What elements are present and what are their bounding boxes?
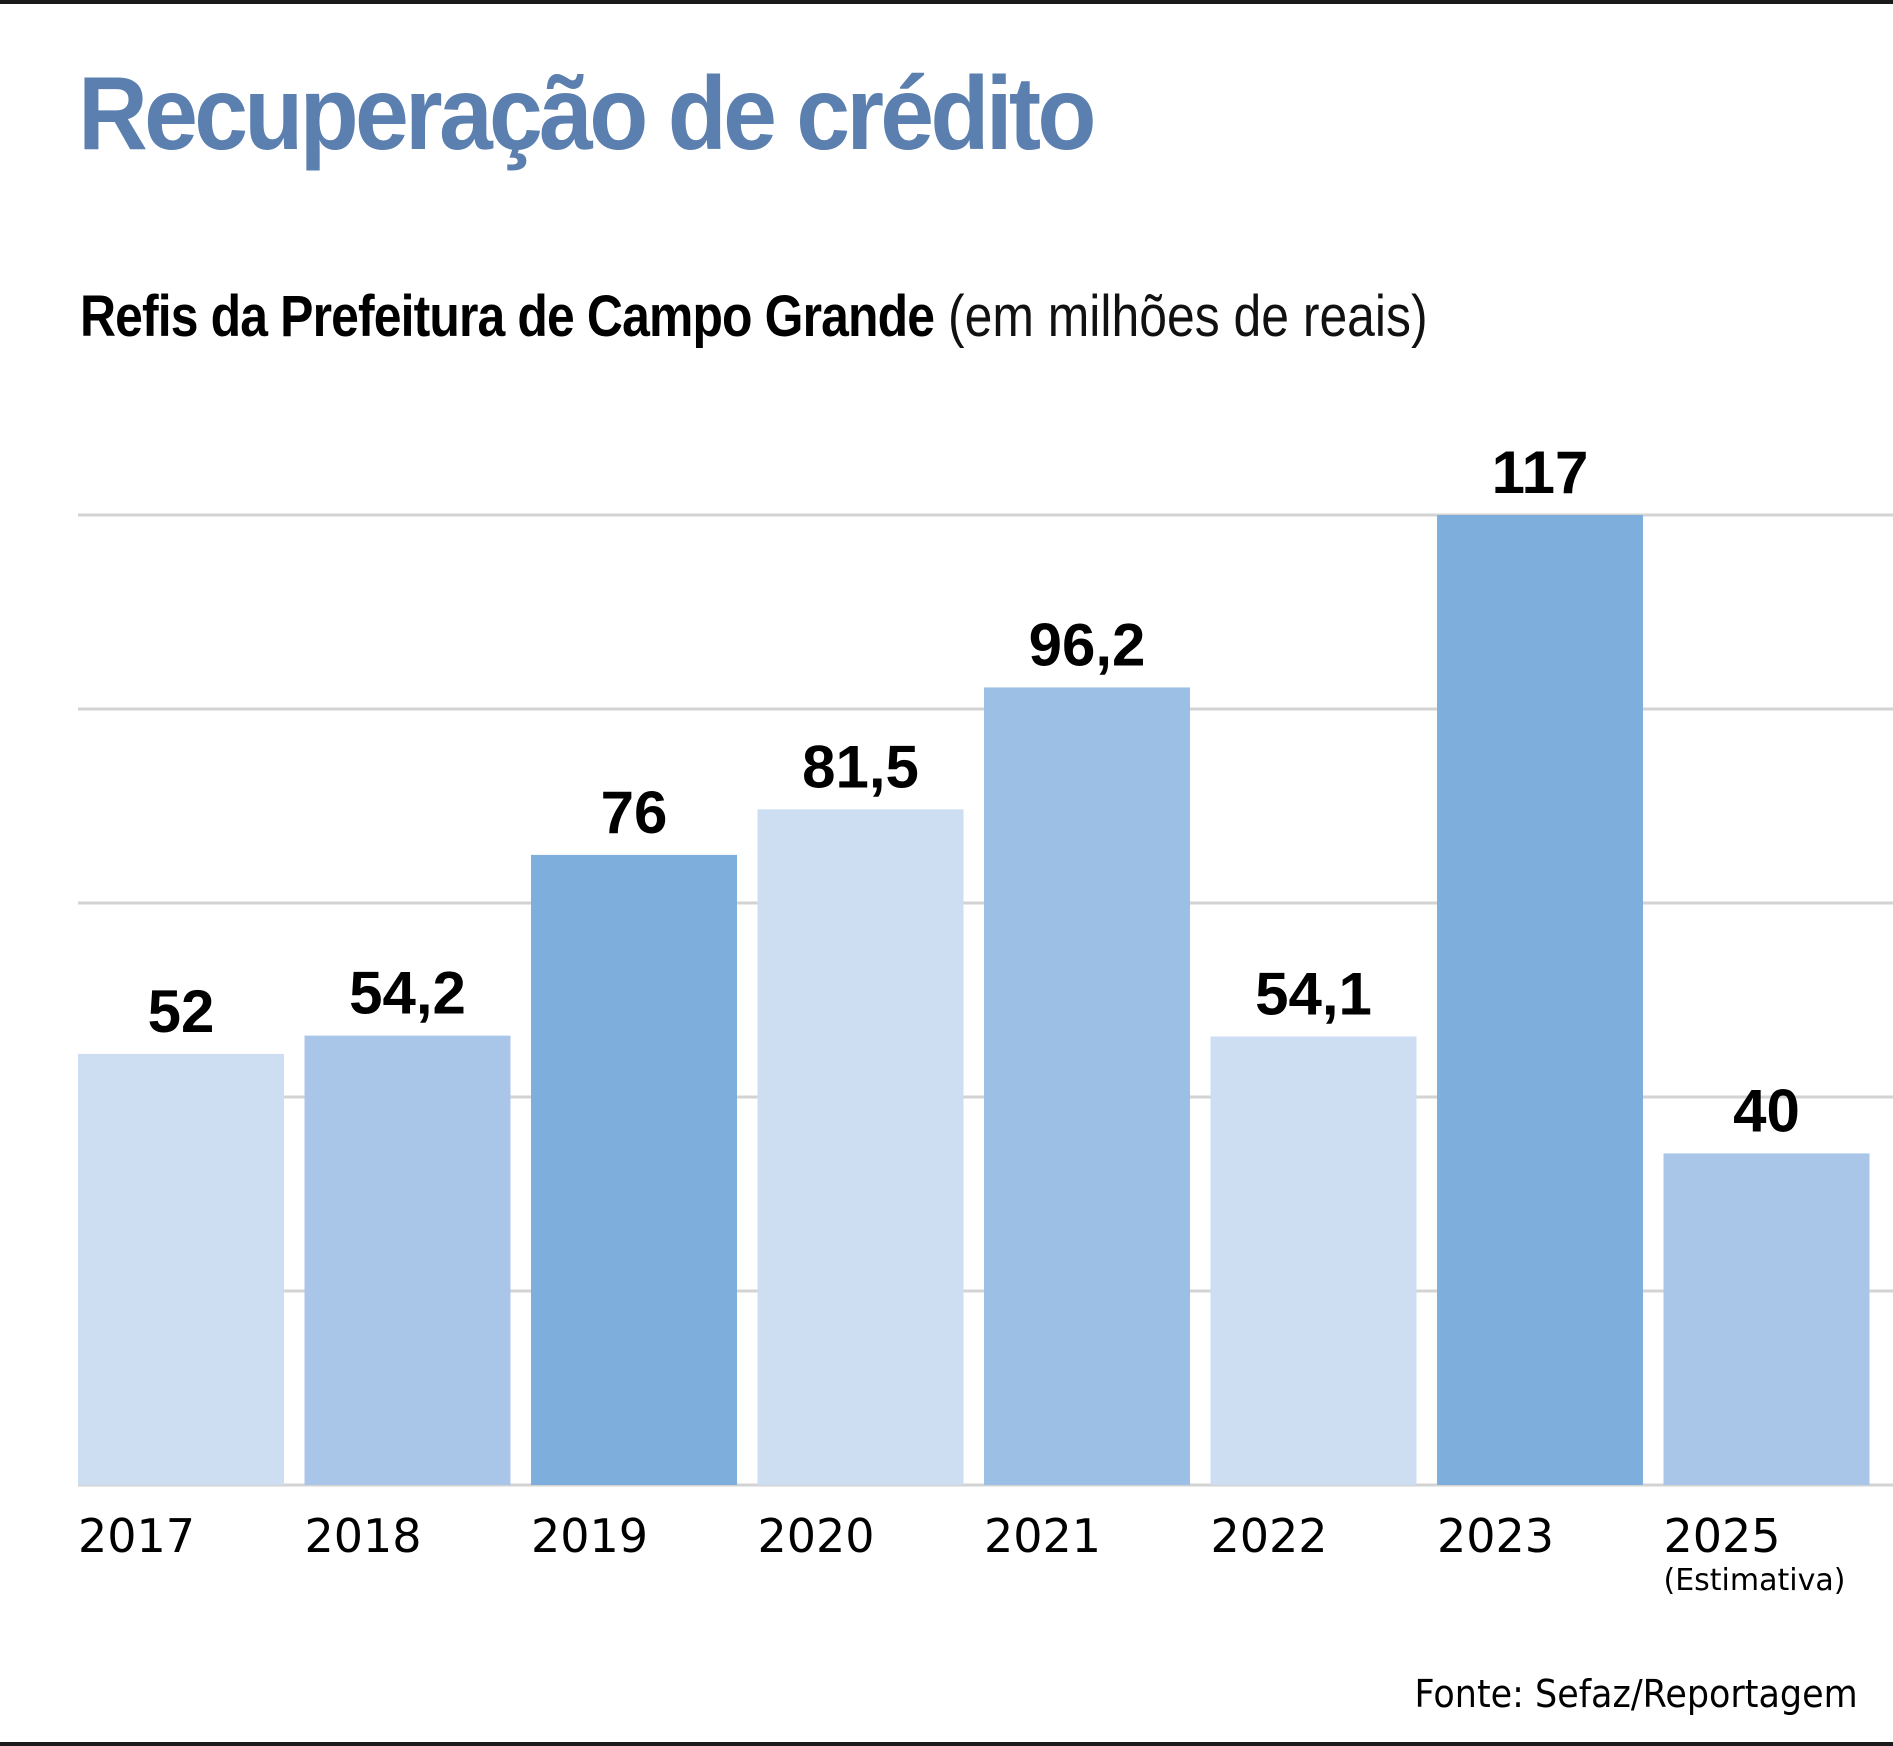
subtitle-unit: (em milhões de reais) (947, 284, 1428, 349)
category-label-2020: 2020 (758, 1509, 875, 1563)
value-label-2019: 76 (601, 779, 668, 846)
value-label-2020: 81,5 (802, 733, 919, 800)
bar-2021 (984, 687, 1190, 1485)
bar-2022 (1210, 1036, 1417, 1485)
chart-subtitle: Refis da Prefeitura de Campo Grande (em … (80, 288, 1428, 346)
bar-2025 (1663, 1153, 1870, 1485)
category-label-2025: 2025 (1664, 1509, 1781, 1563)
bar-2020 (757, 809, 964, 1485)
bottom-rule (0, 1742, 1893, 1746)
source-note: Fonte: Sefaz/Reportagem (1414, 1672, 1858, 1716)
category-label-2019: 2019 (531, 1509, 648, 1563)
bar-2018 (304, 1035, 511, 1485)
category-labels: 2017 2018 2019 2020 2021 2022 2023 2025(Estimat… (78, 1509, 1845, 1598)
category-label-2021: 2021 (984, 1509, 1101, 1563)
category-note-2025: (Estimativa) (1664, 1563, 1846, 1598)
bar-2017 (78, 1053, 284, 1485)
category-label-2023: 2023 (1437, 1509, 1554, 1563)
value-label-2017: 52 (148, 978, 215, 1045)
top-rule (0, 0, 1893, 4)
chart-title: Recuperação de crédito (78, 56, 1096, 172)
value-label-2023: 117 (1492, 439, 1589, 506)
category-label-2022: 2022 (1211, 1509, 1328, 1563)
value-label-2025: 40 (1733, 1077, 1800, 1144)
bars (78, 515, 1870, 1485)
value-label-2021: 96,2 (1029, 611, 1146, 678)
bar-2023 (1437, 515, 1643, 1485)
category-label-2018: 2018 (305, 1509, 422, 1563)
value-label-2022: 54,1 (1255, 960, 1372, 1027)
value-labels: 52 54,2 76 81,5 96,2 54,1 117 40 (148, 439, 1800, 1144)
subtitle-main: Refis da Prefeitura de Campo Grande (80, 284, 935, 349)
value-label-2018: 54,2 (349, 960, 466, 1027)
bar-2019 (531, 854, 737, 1485)
category-label-2017: 2017 (78, 1509, 195, 1563)
